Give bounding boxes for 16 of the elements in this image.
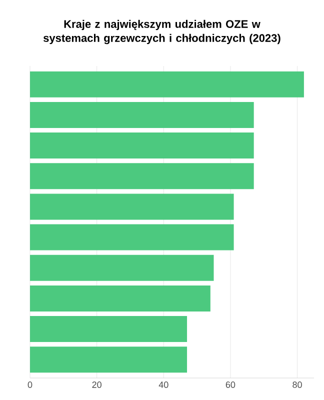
bar (30, 224, 234, 250)
bar (30, 102, 254, 128)
bar (30, 163, 254, 190)
bar (30, 194, 234, 220)
x-tick-label: 0 (28, 382, 32, 388)
bar (30, 346, 188, 373)
x-tick-label: 60 (226, 382, 236, 388)
x-tick-label: 80 (292, 382, 302, 388)
bar (30, 254, 214, 281)
bar (30, 285, 210, 312)
bar (30, 132, 254, 159)
bar (30, 71, 304, 98)
bar (30, 316, 188, 342)
chart-title: Kraje z największym udziałem OZE w systemach grzewczych i chłodniczych (2023) (43, 20, 280, 44)
x-tick-label: 20 (92, 382, 102, 388)
x-tick-label: 40 (158, 382, 168, 388)
